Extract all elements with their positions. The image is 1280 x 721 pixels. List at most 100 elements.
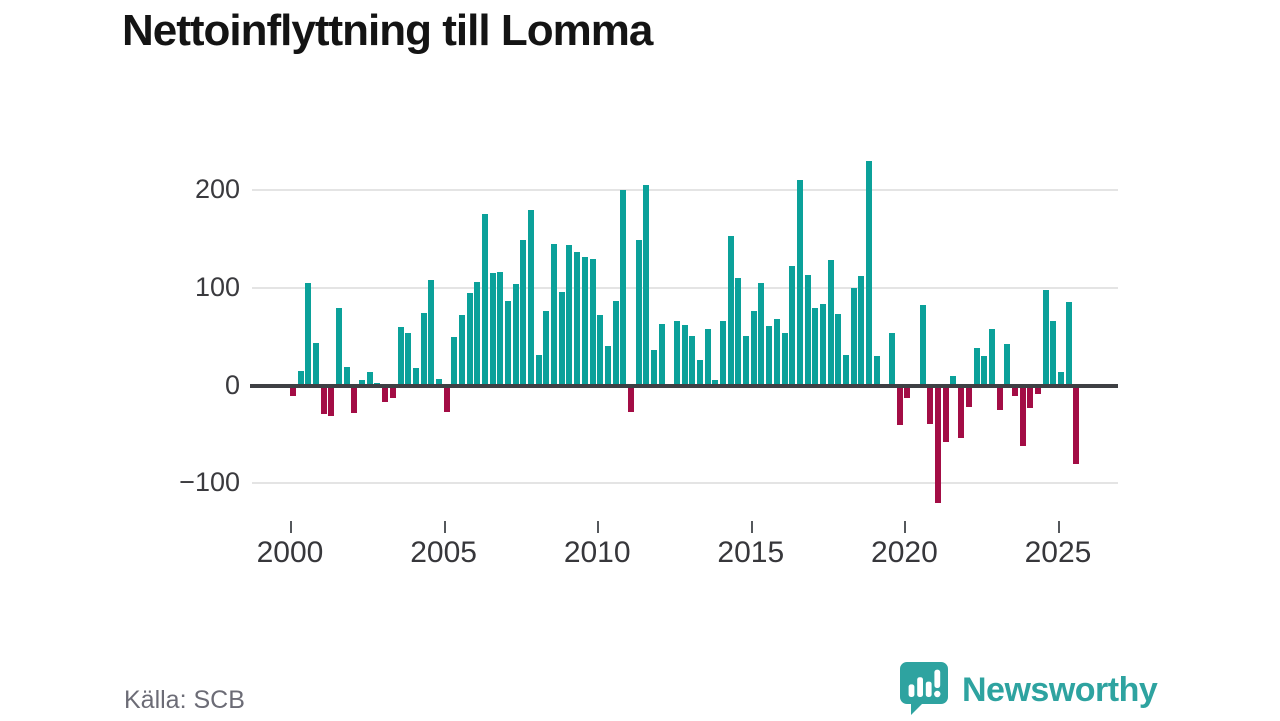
bar [866,160,872,386]
bar [958,385,965,439]
bar [812,308,819,386]
bar [635,239,642,386]
bar [835,314,842,386]
bar [796,180,803,386]
bar [712,379,719,386]
bar [927,385,934,424]
bar [789,266,796,386]
bar [950,375,957,386]
bar [520,239,527,386]
speech-bubble-chart-icon [898,660,950,721]
x-axis-tick [904,521,907,533]
bar [305,282,312,386]
bar [558,291,565,386]
bar [720,321,727,386]
newsworthy-logo: Newsworthy [898,660,1158,721]
y-axis-label: 100 [194,271,240,302]
x-axis-tick [443,521,446,533]
gridline-y-200 [252,189,1118,192]
x-axis-label: 2020 [871,536,938,569]
bar [981,356,988,386]
bar [842,355,849,386]
bar [819,304,826,386]
bar [435,378,442,386]
bar [1034,385,1041,395]
bar [873,356,880,386]
bar [451,336,458,386]
bar [458,315,465,386]
bar [343,366,350,386]
bar [935,385,942,503]
bar [1019,385,1026,447]
bar [581,256,588,386]
bar [574,251,581,386]
bar [351,385,358,413]
bar [443,385,450,412]
bar [804,275,811,386]
bar [827,260,834,386]
bar [704,328,711,386]
bar [336,308,343,386]
bar [727,236,734,386]
bar [743,335,750,386]
bar [512,283,519,386]
bar [366,371,373,386]
bar [627,385,634,412]
y-axis-label: 0 [224,369,240,400]
bar [589,259,596,386]
bar [896,385,903,425]
bar [919,305,926,386]
bar [604,346,611,386]
x-axis-tick [290,521,292,533]
bar [428,279,435,386]
bar [658,323,665,386]
bar [766,325,773,386]
bar [328,385,335,416]
bar [297,370,304,386]
bar [497,272,504,386]
bar [1050,321,1057,386]
bar [1058,371,1064,386]
bar [620,190,627,386]
x-axis-label: 2015 [717,536,785,569]
bar [1027,385,1034,408]
x-axis-tick [1058,521,1060,533]
bar [528,209,535,386]
x-axis-tick [750,521,753,533]
bar [543,311,550,386]
bar [420,313,427,386]
x-axis-label: 2000 [256,536,324,569]
chart-title: Nettoinflyttning till Lomma [122,6,653,55]
bar [482,213,488,386]
bar [889,332,896,386]
bar [965,385,972,407]
bar [359,379,366,386]
y-axis-label: −100 [179,467,240,498]
bar [781,332,788,386]
bar [858,276,865,386]
bar [412,367,419,386]
bar [988,328,995,386]
bar [489,273,496,386]
bar [612,300,619,386]
bar [320,385,327,414]
bar [773,319,780,386]
bar [850,287,857,386]
bar [643,185,650,386]
gridline-y--100 [252,482,1118,485]
bar [689,335,696,386]
bar [535,355,542,386]
bar [1042,289,1049,386]
bar [697,360,704,386]
gridline-y-100 [252,286,1118,289]
bar [758,282,765,386]
newsworthy-logo-text: Newsworthy [962,670,1158,709]
bar [397,326,404,386]
bar [597,315,604,386]
x-axis-label: 2025 [1024,536,1092,569]
x-axis-label: 2010 [563,536,631,569]
bar [551,243,558,386]
bar [382,385,389,403]
bar [942,385,949,443]
